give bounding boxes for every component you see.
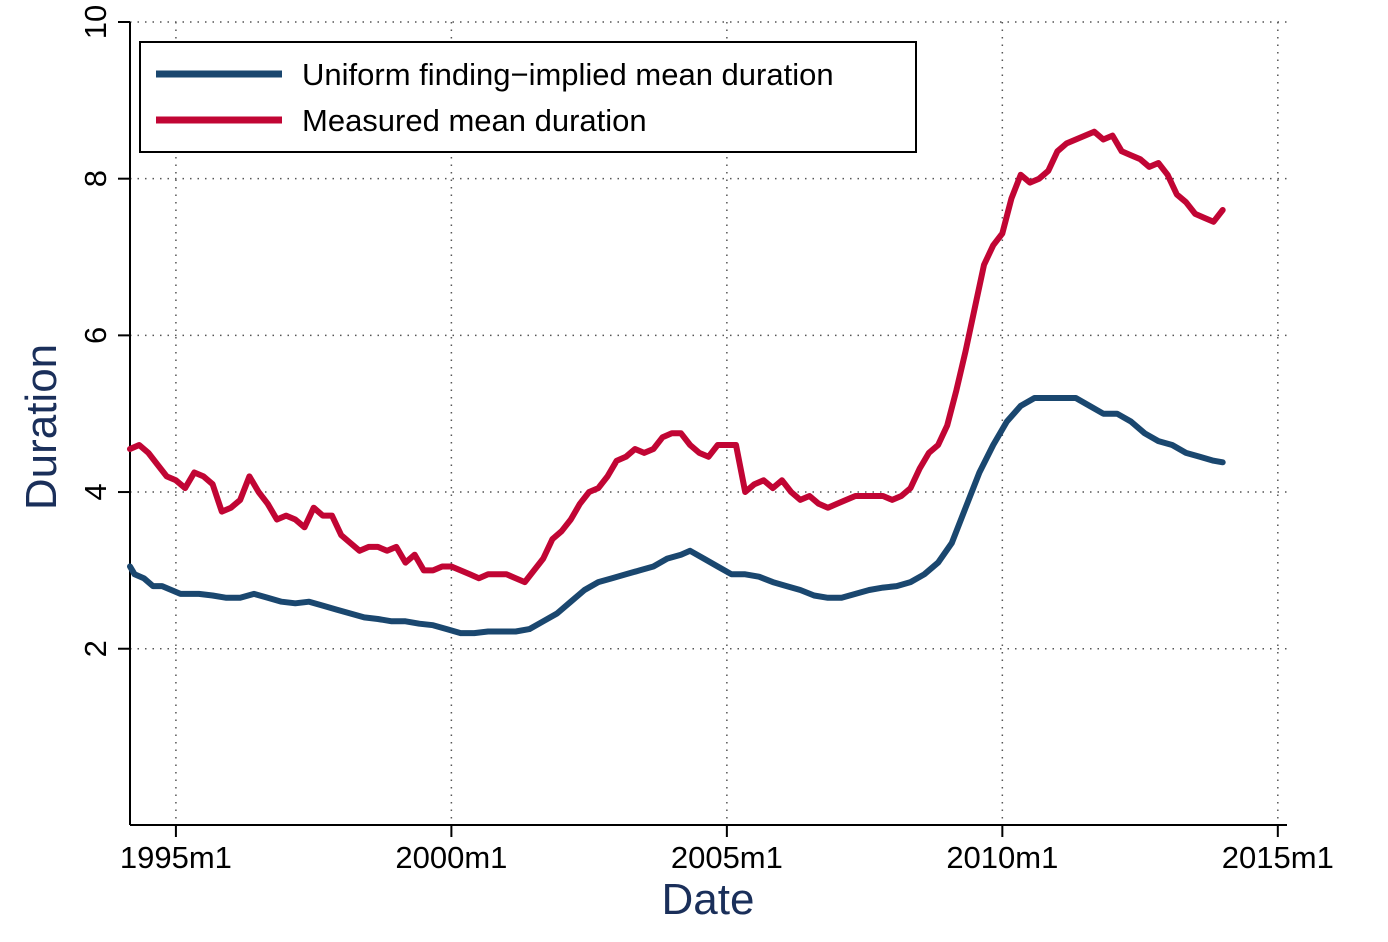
legend: Uniform finding−implied mean duration Me…: [139, 41, 917, 153]
series-line-0: [127, 395, 1226, 637]
y-axis-title: Duration: [17, 344, 66, 510]
legend-box: [139, 41, 917, 153]
y-axis-ticks: 2 4 6 8 10: [78, 5, 130, 657]
x-axis-ticks: 1995m1 2000m1 2005m1 2010m1 2015m1: [120, 825, 1334, 875]
legend-label-measured: Measured mean duration: [302, 103, 647, 138]
axes: [129, 22, 1287, 826]
x-axis-title: Date: [662, 875, 755, 924]
x-tick-label-0: 1995m1: [120, 840, 232, 875]
y-tick-label-4: 10: [78, 5, 113, 39]
x-tick-label-3: 2010m1: [946, 840, 1058, 875]
x-tick-label-4: 2015m1: [1222, 840, 1334, 875]
series-line-1: [127, 128, 1226, 586]
gridlines: [130, 21, 1287, 825]
series-lines: [127, 128, 1226, 637]
legend-label-uniform: Uniform finding−implied mean duration: [302, 57, 834, 92]
x-tick-label-2: 2005m1: [671, 840, 783, 875]
y-tick-label-1: 4: [78, 483, 113, 500]
y-tick-label-3: 8: [78, 170, 113, 187]
y-tick-label-0: 2: [78, 640, 113, 657]
x-tick-label-1: 2000m1: [395, 840, 507, 875]
y-tick-label-2: 6: [78, 327, 113, 344]
